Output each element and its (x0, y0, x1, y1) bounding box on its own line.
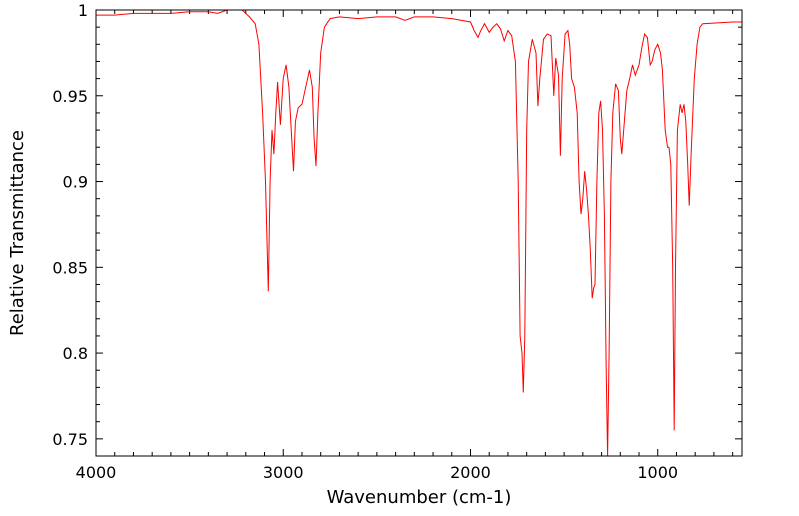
plot-frame (95, 9, 743, 457)
y-tick-label: 0.8 (63, 344, 88, 363)
spectrum-line (96, 9, 742, 457)
y-tick-label: 0.9 (63, 173, 88, 192)
plot-background (96, 10, 742, 456)
x-tick-labels: 4000 3000 2000 1000 (76, 463, 678, 482)
x-tick-label: 1000 (637, 463, 678, 482)
y-tick-label: 0.75 (52, 430, 88, 449)
x-axis-title: Wavenumber (cm-1) (327, 487, 512, 508)
y-tick-label: 0.85 (52, 258, 88, 277)
y-tick-labels: 0.75 0.8 0.85 0.9 0.95 1 (52, 1, 88, 449)
y-tick-label: 1 (78, 1, 88, 20)
y-axis-title: Relative Transmittance (7, 130, 28, 336)
x-tick-label: 3000 (263, 463, 304, 482)
x-tick-label: 2000 (450, 463, 491, 482)
y-tick-label: 0.95 (52, 87, 88, 106)
minor-ticks (96, 10, 742, 456)
x-tick-label: 4000 (76, 463, 117, 482)
